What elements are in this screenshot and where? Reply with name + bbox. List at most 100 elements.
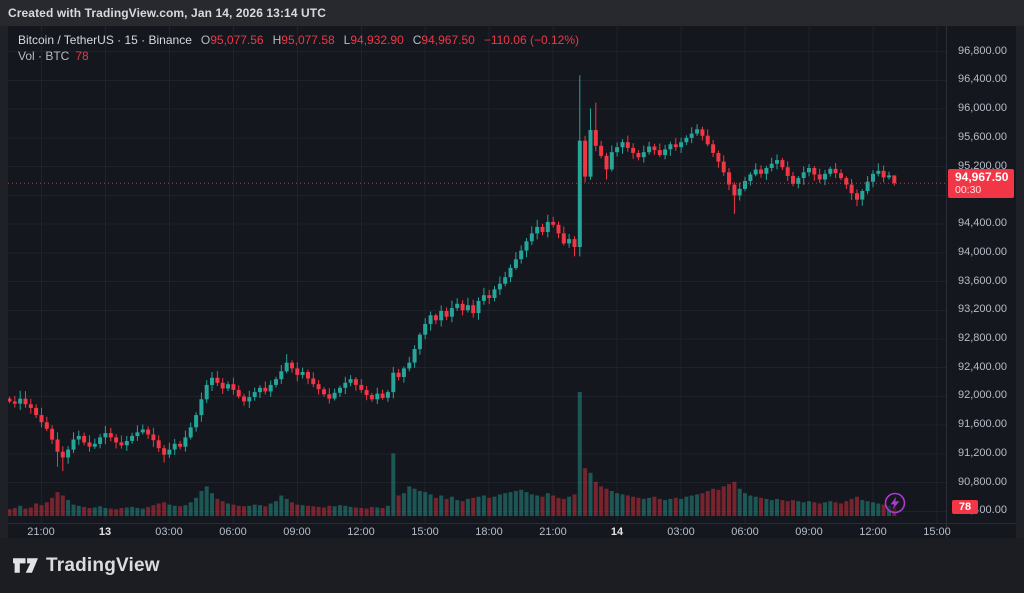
volume-bar <box>588 472 593 516</box>
price-axis-label: 91,600.00 <box>958 418 1007 430</box>
volume-bar <box>636 497 641 516</box>
volume-bar <box>775 498 779 516</box>
volume-bar <box>28 507 33 516</box>
volume-bar <box>119 508 124 516</box>
candle-body <box>865 181 870 191</box>
time-axis-label: 03:00 <box>155 526 183 538</box>
candle-body <box>130 435 135 441</box>
volume-bar <box>540 496 545 516</box>
volume-bar <box>220 501 225 516</box>
candle-body <box>156 440 161 449</box>
volume-bar <box>860 500 865 516</box>
chart-widget[interactable]: 96,800.00 96,400.00 96,000.00 95,600.00 95,2… <box>8 26 1016 538</box>
volume-bar <box>625 495 630 516</box>
volume-bar <box>369 506 374 516</box>
candle-body <box>433 315 438 321</box>
volume-bar <box>18 505 23 516</box>
candles <box>8 75 897 472</box>
candle-body <box>396 372 401 377</box>
time-axis[interactable]: 21:00 13 03:00 06:00 09:00 12:00 15:00 18:00 21:… <box>8 523 1016 538</box>
candle-body <box>194 415 199 428</box>
price-axis[interactable]: 96,800.00 96,400.00 96,000.00 95,600.00 95,2… <box>946 26 1016 538</box>
volume-bar <box>258 505 262 516</box>
last-price-badge: 94,967.50 00:30 <box>948 169 1014 198</box>
candle-body <box>338 387 342 393</box>
volume-bar <box>236 505 241 516</box>
candle-body <box>529 233 534 242</box>
candle-body <box>855 193 859 200</box>
volume-bar <box>231 504 236 516</box>
last-price: 94,967.50 <box>955 170 1009 184</box>
volume-bar <box>817 503 822 516</box>
candle-body <box>295 368 300 375</box>
candle-body <box>839 173 843 179</box>
volume-bar <box>556 497 561 516</box>
volume-bar <box>391 453 396 516</box>
candle-body <box>535 226 540 234</box>
volume-bar <box>471 497 476 516</box>
volume-bar <box>855 496 859 516</box>
tradingview-logo-icon[interactable] <box>12 552 39 579</box>
candle-body <box>87 442 92 447</box>
volume-bar <box>647 497 652 516</box>
volume-bar <box>172 505 177 516</box>
volume-bar <box>492 496 497 516</box>
volume-bar <box>657 498 662 516</box>
volume-bar <box>684 496 689 516</box>
volume-bar <box>242 506 246 516</box>
volume-bar <box>98 506 103 516</box>
volume-bar <box>519 489 524 516</box>
volume-bar <box>306 505 310 516</box>
candle-body <box>258 387 262 393</box>
volume-bar <box>439 495 444 516</box>
attribution-bar: Created with TradingView.com, Jan 14, 20… <box>0 0 1024 26</box>
time-axis-label: 06:00 <box>219 526 247 538</box>
candle-body <box>306 372 310 379</box>
candle-body <box>732 184 737 196</box>
candle-body <box>604 155 609 170</box>
volume-bar <box>268 503 273 516</box>
volume-bar <box>785 501 790 516</box>
candle-body <box>119 442 124 446</box>
volume-bar <box>721 486 726 516</box>
candle-body <box>844 178 849 185</box>
candle-body <box>343 382 348 388</box>
candlestick-chart-canvas[interactable] <box>8 26 946 523</box>
candle-body <box>743 181 747 189</box>
volume-bar <box>828 501 833 516</box>
volume-bar <box>460 501 465 516</box>
volume-bar <box>359 508 364 516</box>
candle-body <box>39 415 44 423</box>
volume-bar <box>140 508 145 516</box>
candle-body <box>300 372 305 375</box>
volume-bar <box>167 504 172 516</box>
candle-body <box>167 449 172 455</box>
volume-bar <box>876 503 881 516</box>
volume-bar <box>178 506 183 516</box>
volume-bar <box>263 506 268 516</box>
price-change: −110.06 (−0.12%) <box>483 33 579 47</box>
price-axis-label: 94,400.00 <box>958 217 1007 229</box>
volume-bar <box>567 496 572 516</box>
price-axis-label: 94,000.00 <box>958 246 1007 258</box>
tradingview-logo-text[interactable]: TradingView <box>46 554 160 576</box>
candle-body <box>407 362 412 369</box>
candle-body <box>657 150 662 156</box>
volume-bar <box>151 505 156 516</box>
volume-bar <box>199 491 204 516</box>
candle-body <box>588 130 593 177</box>
candle-body <box>439 311 444 321</box>
candle-body <box>556 224 561 234</box>
volume-bar <box>652 496 657 516</box>
candle-body <box>18 398 23 404</box>
candle-body <box>178 443 183 447</box>
volume-bar <box>12 508 17 516</box>
volume-bar <box>130 506 135 516</box>
candle-body <box>785 167 790 176</box>
candle-body <box>753 169 758 175</box>
candle-body <box>636 153 641 158</box>
ohlc-close-label: C <box>412 33 422 47</box>
realtime-lightning-icon[interactable] <box>884 492 906 514</box>
volume-bar <box>695 494 700 516</box>
candle-body <box>700 129 705 136</box>
